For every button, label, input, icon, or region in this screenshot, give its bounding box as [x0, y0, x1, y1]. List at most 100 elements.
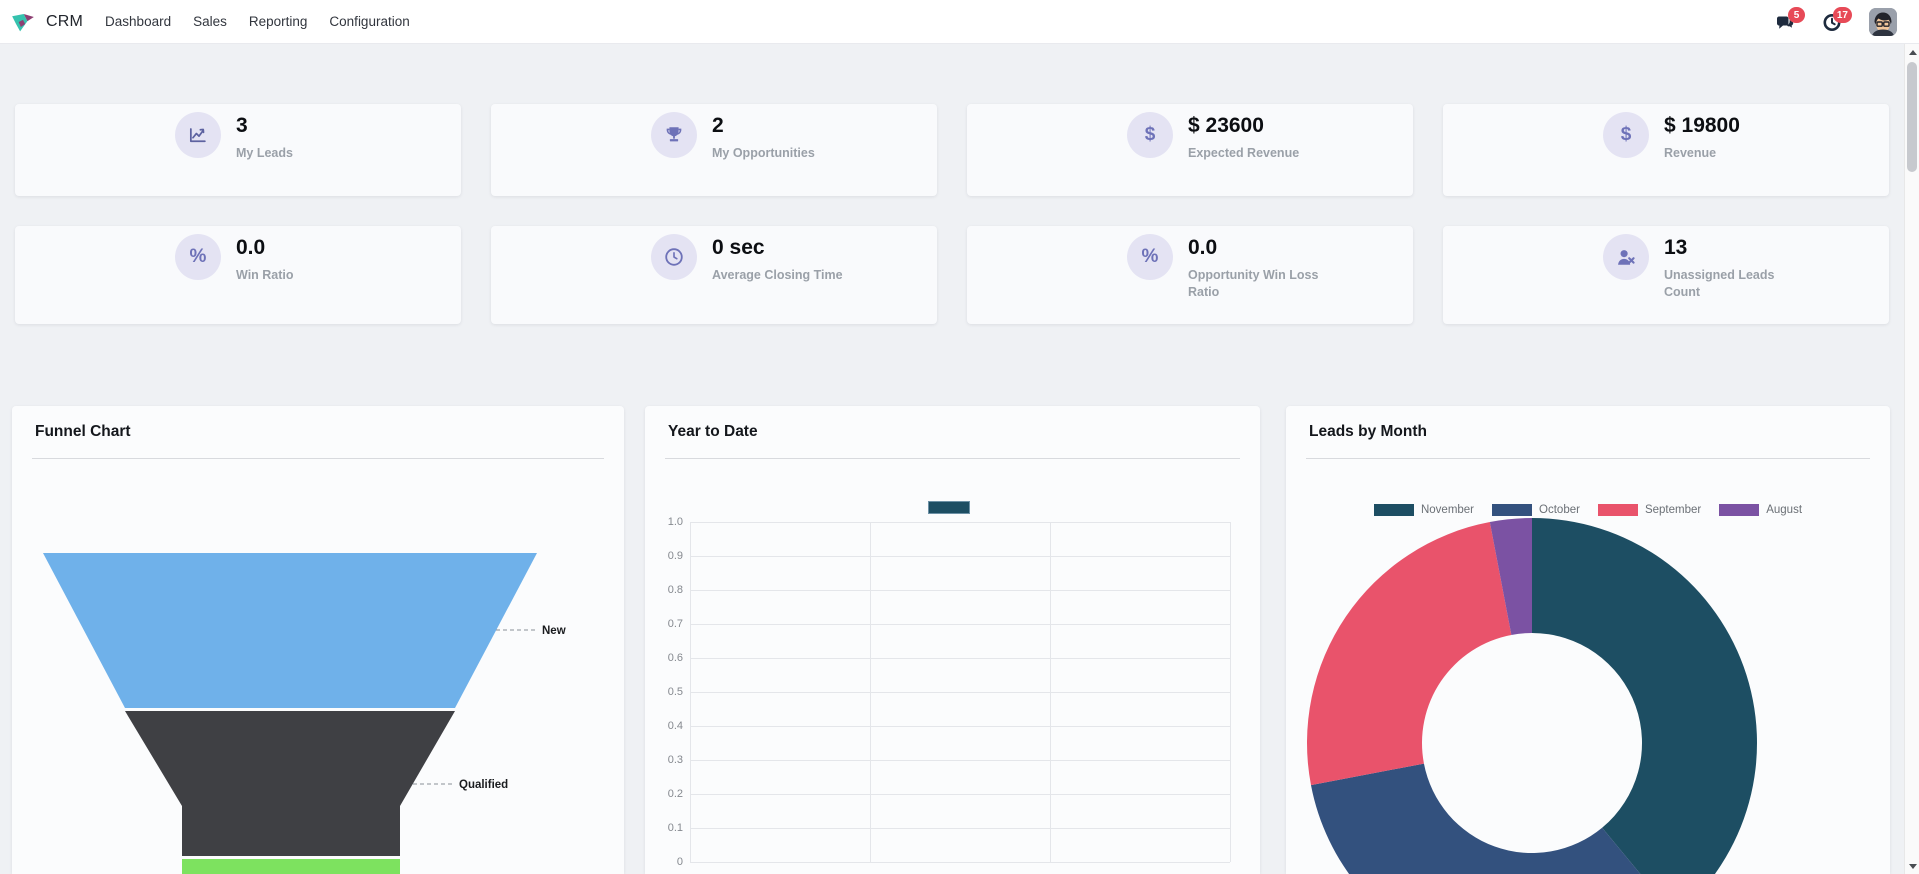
kpi-card-opportunity-win-loss-ratio[interactable]: % 0.0 Opportunity Win Loss Ratio	[967, 226, 1413, 324]
kpi-value: 0 sec	[712, 236, 765, 259]
kpi-value: 0.0	[1188, 236, 1218, 259]
y-axis-label: 0.3	[667, 754, 683, 766]
gridline-vertical	[870, 522, 871, 862]
trophy-icon	[651, 112, 697, 158]
kpi-grid: 3 My Leads 2 My Opportunities $ $ 23600 …	[15, 104, 1889, 324]
scroll-thumb[interactable]	[1907, 62, 1917, 172]
y-axis-label: 0.5	[667, 686, 683, 698]
year-to-date-panel: Year to Date 1.0 0.9 0.8 0.7 0.6 0.5 0.4 0.3 0.2…	[645, 406, 1260, 874]
donut-slice-september[interactable]	[1307, 521, 1512, 786]
kpi-value: $ 19800	[1664, 114, 1740, 137]
kpi-label: Average Closing Time	[712, 268, 843, 283]
gridline-horizontal	[690, 760, 1230, 761]
y-axis-label: 0.4	[667, 720, 683, 732]
ytd-legend-swatch[interactable]	[928, 501, 970, 514]
kpi-card-unassigned-leads-count[interactable]: 13 Unassigned Leads Count	[1443, 226, 1889, 324]
funnel-stage-label: Qualified	[459, 779, 508, 791]
funnel-stage-label: New	[542, 625, 566, 637]
kpi-value: 13	[1664, 236, 1688, 259]
leads-by-month-panel: Leads by Month November October September A…	[1286, 406, 1890, 874]
kpi-label: Revenue	[1664, 146, 1717, 161]
gridline-vertical	[690, 522, 691, 862]
app-name: CRM	[46, 12, 84, 30]
app-switcher[interactable]: CRM	[10, 10, 83, 34]
divider	[32, 458, 604, 459]
nav-item-sales[interactable]: Sales	[193, 14, 227, 29]
y-axis-label: 1.0	[667, 516, 683, 528]
kpi-label: Expected Revenue	[1188, 146, 1300, 161]
messages-icon[interactable]: 5	[1775, 7, 1805, 32]
y-axis-label: 0.2	[667, 788, 683, 800]
year-to-date-chart[interactable]: 1.0 0.9 0.8 0.7 0.6 0.5 0.4 0.3 0.2 0.1 0	[645, 406, 1260, 874]
user-avatar[interactable]	[1869, 8, 1897, 36]
percent-icon: %	[1127, 234, 1173, 280]
funnel-chart-panel: Funnel Chart New Qualified	[12, 406, 624, 874]
trend-chart-icon	[175, 112, 221, 158]
donut-slice-august[interactable]	[1489, 518, 1532, 635]
legend-swatch	[1719, 504, 1760, 516]
funnel-segment-new[interactable]	[43, 553, 537, 708]
gridline-horizontal	[690, 862, 1230, 863]
gridline-horizontal	[690, 692, 1230, 693]
y-axis-label: 0.7	[667, 618, 683, 630]
legend-item-october[interactable]: October	[1492, 504, 1580, 516]
percent-icon: %	[175, 234, 221, 280]
gridline-horizontal	[690, 556, 1230, 557]
clock-icon	[651, 234, 697, 280]
nav-item-reporting[interactable]: Reporting	[248, 14, 308, 29]
donut-slice-october[interactable]	[1310, 763, 1675, 874]
kpi-card-my-opportunities[interactable]: 2 My Opportunities	[491, 104, 937, 196]
gridline-horizontal	[690, 522, 1230, 523]
gridline-horizontal	[690, 590, 1230, 591]
nav-item-configuration[interactable]: Configuration	[329, 14, 410, 29]
legend-swatch	[1492, 504, 1533, 516]
nav-item-dashboard[interactable]: Dashboard	[105, 14, 172, 29]
legend-label: September	[1644, 504, 1702, 516]
person-x-icon	[1603, 234, 1649, 280]
panel-title: Year to Date	[668, 423, 758, 440]
divider	[1306, 458, 1870, 459]
kpi-card-my-leads[interactable]: 3 My Leads	[15, 104, 461, 196]
kpi-card-expected-revenue[interactable]: $ $ 23600 Expected Revenue	[967, 104, 1413, 196]
donut-legend: November October September August	[1286, 504, 1890, 516]
kpi-label: Opportunity Win Loss Ratio	[1188, 268, 1319, 300]
scroll-down-arrow[interactable]	[1905, 858, 1919, 874]
legend-item-november[interactable]: November	[1373, 504, 1475, 516]
y-axis-label: 0.1	[667, 822, 683, 834]
activities-badge: 17	[1832, 7, 1852, 23]
funnel-segment-stage2[interactable]	[182, 859, 400, 874]
kpi-card-revenue[interactable]: $ $ 19800 Revenue	[1443, 104, 1889, 196]
funnel-segment-qualified[interactable]	[125, 711, 455, 856]
donut-slice-november[interactable]	[1532, 518, 1757, 874]
y-axis-label: 0.8	[667, 584, 683, 596]
gridline-horizontal	[690, 658, 1230, 659]
panel-title: Leads by Month	[1309, 423, 1427, 440]
gridline-horizontal	[690, 794, 1230, 795]
crm-logo-icon	[10, 10, 36, 34]
kpi-value: 0.0	[236, 236, 266, 259]
y-axis-label: 0	[676, 856, 683, 868]
dollar-icon: $	[1603, 112, 1649, 158]
dollar-icon: $	[1127, 112, 1173, 158]
kpi-card-average-closing-time[interactable]: 0 sec Average Closing Time	[491, 226, 937, 324]
activities-clock-icon[interactable]: 17	[1822, 7, 1852, 32]
legend-label: August	[1766, 504, 1803, 516]
scroll-up-arrow[interactable]	[1905, 44, 1919, 60]
kpi-card-win-ratio[interactable]: % 0.0 Win Ratio	[15, 226, 461, 324]
kpi-value: 2	[712, 114, 724, 137]
kpi-label: My Opportunities	[712, 146, 815, 161]
y-axis-label: 0.9	[667, 550, 683, 562]
legend-swatch	[1597, 504, 1638, 516]
legend-label: October	[1539, 504, 1580, 516]
top-nav: CRM Dashboard Sales Reporting Configurat…	[0, 0, 1919, 44]
legend-label: November	[1420, 504, 1475, 516]
vertical-scrollbar[interactable]	[1904, 44, 1919, 874]
y-axis-label: 0.6	[667, 652, 683, 664]
legend-item-august[interactable]: August	[1719, 504, 1802, 516]
leads-by-month-chart[interactable]: November October September August	[1286, 406, 1890, 874]
legend-item-september[interactable]: September	[1597, 504, 1702, 516]
gridline-vertical	[1050, 522, 1051, 862]
kpi-value: $ 23600	[1188, 114, 1264, 137]
kpi-label: My Leads	[236, 146, 293, 161]
funnel-chart[interactable]: New Qualified	[12, 406, 624, 874]
